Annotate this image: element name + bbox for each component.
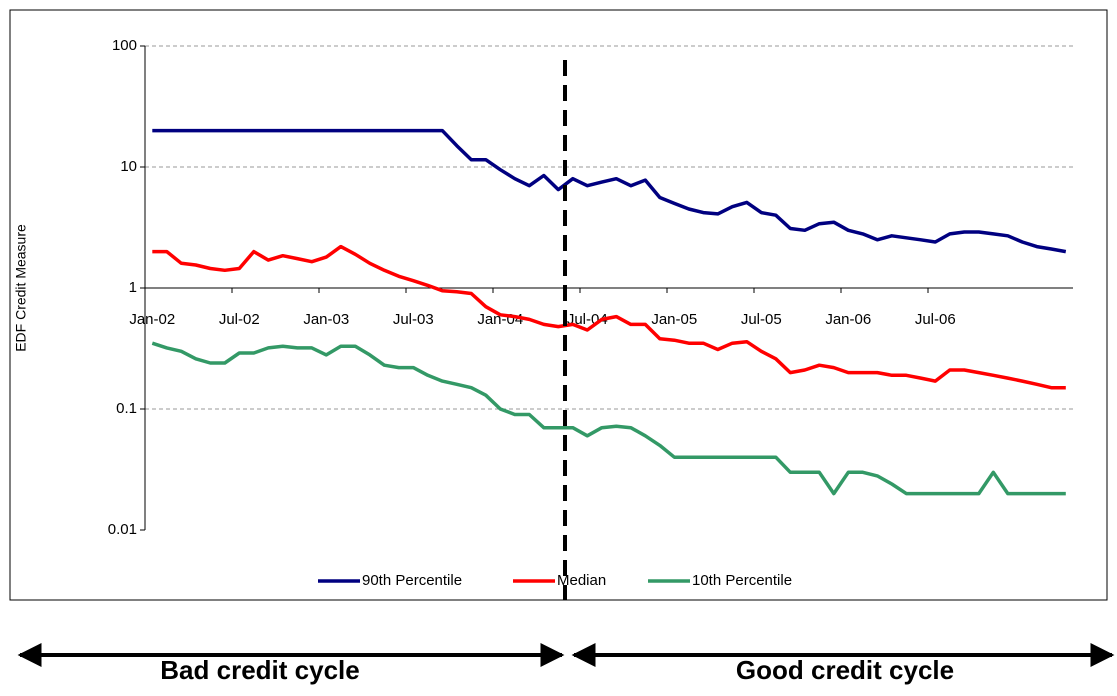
chart-frame xyxy=(9,9,1108,601)
series-line xyxy=(152,128,1067,254)
y-tick-label: 100 xyxy=(112,37,137,54)
x-tick-label: Jan-02 xyxy=(129,311,175,328)
series-line xyxy=(151,341,1066,496)
legend-label: Median xyxy=(557,572,606,589)
annotation: Bad credit cycle xyxy=(160,655,359,685)
legend-label: 90th Percentile xyxy=(362,572,462,589)
series-line xyxy=(152,244,1066,390)
x-tick-label: Jul-06 xyxy=(915,311,956,328)
x-tick-label: Jul-03 xyxy=(393,311,434,328)
y-tick-label: 0.01 xyxy=(108,521,137,538)
x-tick-label: Jul-05 xyxy=(741,311,782,328)
plot-area: 0.01 0.1 1 10 100 Jan-02 Jul-02 Jan-03 Jul-03 Jan… xyxy=(108,37,1073,589)
x-tick-label: Jan-05 xyxy=(651,311,697,328)
annotation: Good credit cycle xyxy=(736,655,954,685)
legend-label: 10th Percentile xyxy=(692,572,792,589)
y-tick-label: 0.1 xyxy=(116,400,137,417)
x-tick-label: Jul-02 xyxy=(219,311,260,328)
y-tick-label: 1 xyxy=(129,279,137,296)
y-tick-label: 10 xyxy=(120,158,137,175)
x-tick-label: Jan-03 xyxy=(303,311,349,328)
y-axis-label: EDF Credit Measure xyxy=(13,224,29,352)
x-tick-label: Jan-06 xyxy=(825,311,871,328)
